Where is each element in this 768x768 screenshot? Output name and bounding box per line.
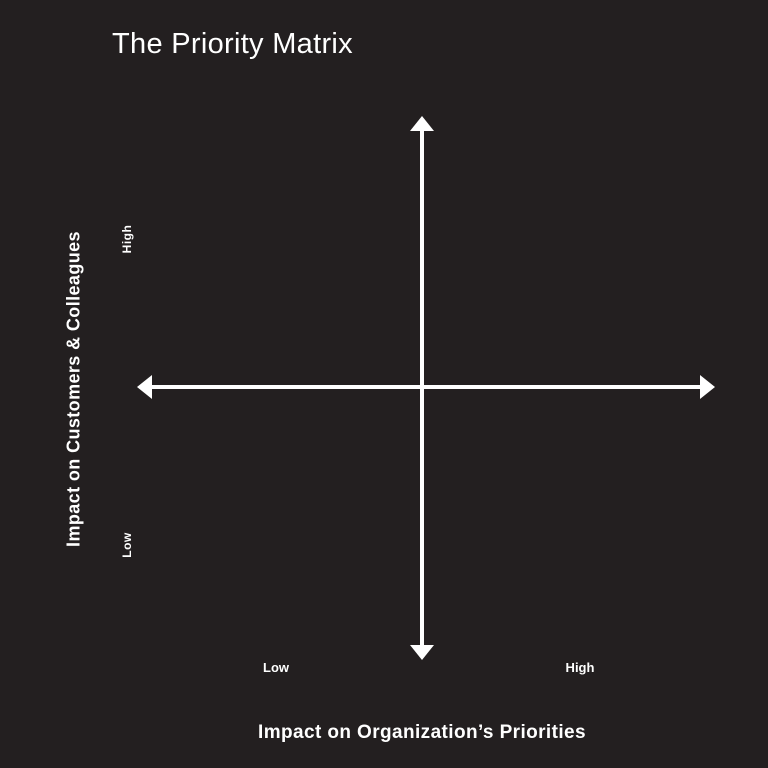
y-axis-low-label: Low [120,532,134,558]
horizontal-axis-arrow-right [700,375,715,399]
x-axis-title: Impact on Organization’s Priorities [258,722,586,743]
y-axis-high-label: High [120,224,134,254]
diagram-title: The Priority Matrix [112,28,353,60]
vertical-axis-arrow-up [410,116,434,131]
vertical-axis-arrow-down [410,645,434,660]
y-axis-title: Impact on Customers & Colleagues [63,231,84,547]
x-axis-low-label: Low [263,660,289,675]
x-axis-high-label: High [565,660,595,675]
horizontal-axis-arrow-left [137,375,152,399]
